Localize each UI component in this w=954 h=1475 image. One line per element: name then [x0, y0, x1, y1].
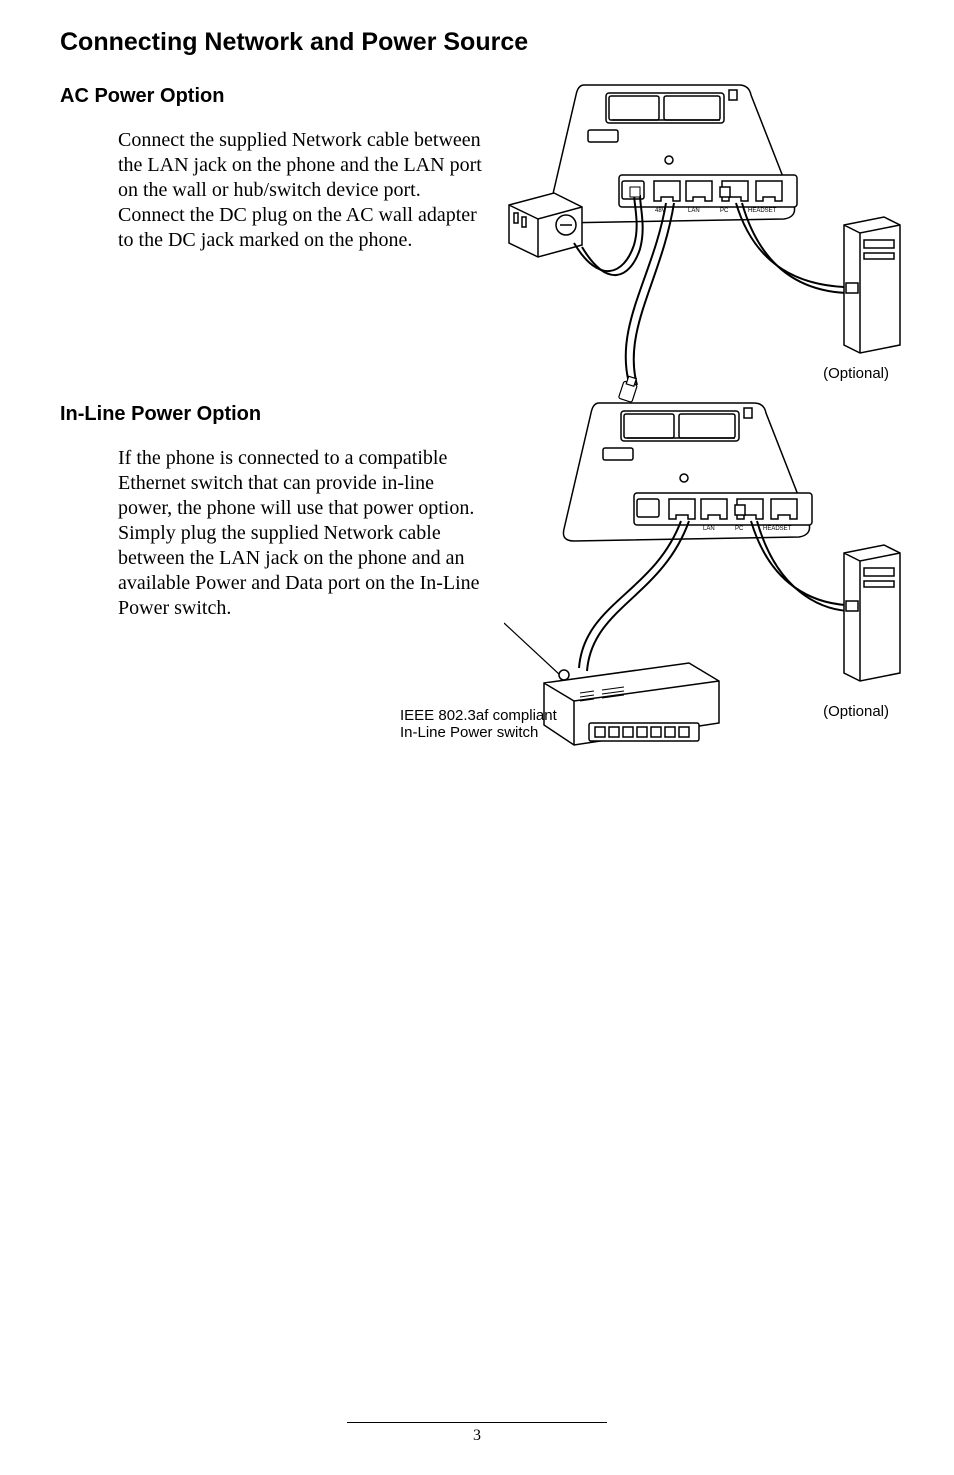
svg-text:PC: PC — [720, 208, 729, 214]
page-title: Connecting Network and Power Source — [60, 28, 894, 57]
svg-text:PC: PC — [735, 526, 744, 532]
page-number: 3 — [473, 1427, 481, 1444]
svg-text:LAN: LAN — [703, 526, 715, 532]
inline-switch-caption: IEEE 802.3af compliant In-Line Power swi… — [400, 707, 580, 742]
inline-switch-caption-line2: In-Line Power switch — [400, 724, 538, 741]
inline-body-text: If the phone is connected to a compatibl… — [118, 446, 488, 621]
svg-text:LAN: LAN — [688, 208, 700, 214]
svg-text:HEADSET: HEADSET — [748, 208, 777, 214]
section-ac-power: AC Power Option Connect the supplied Net… — [60, 85, 894, 253]
svg-text:HEADSET: HEADSET — [763, 526, 792, 532]
inline-optional-label: (Optional) — [823, 703, 889, 720]
footer-rule — [347, 1422, 607, 1423]
section-inline-power: In-Line Power Option If the phone is con… — [60, 403, 894, 621]
page-footer: 3 — [0, 1422, 954, 1445]
ac-power-diagram: 48V LAN PC HEADSET — [504, 75, 904, 415]
ac-body-text: Connect the supplied Network cable betwe… — [118, 128, 488, 253]
ac-optional-label: (Optional) — [823, 365, 889, 382]
inline-switch-caption-line1: IEEE 802.3af compliant — [400, 707, 557, 724]
